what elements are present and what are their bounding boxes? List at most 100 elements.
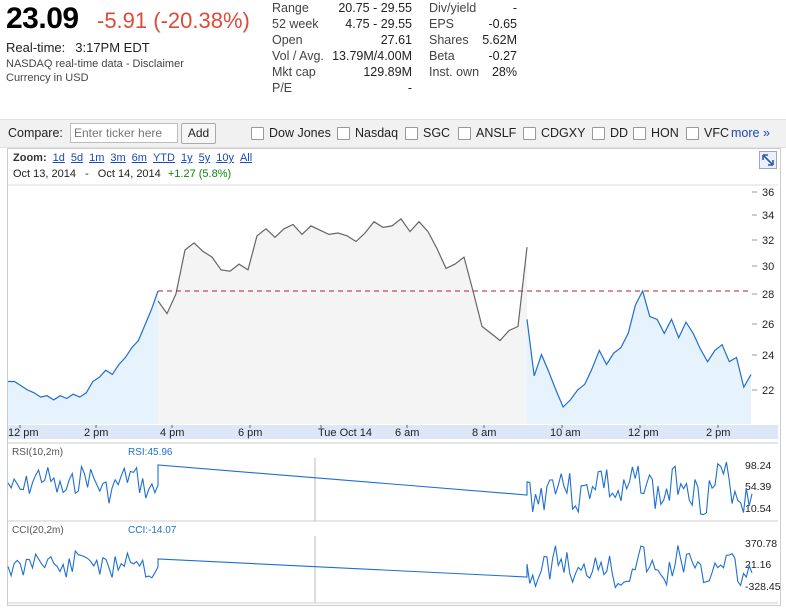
zoom-all[interactable]: All: [239, 152, 253, 164]
expand-chart-button[interactable]: [759, 151, 777, 169]
zoom-10y[interactable]: 10y: [216, 152, 234, 164]
stats-right-row: Shares 5.62M: [429, 33, 517, 49]
rsi-label: RSI(10,2m): [12, 447, 63, 458]
price-change: -5.91 (-20.38%): [97, 8, 250, 33]
zoom-5d[interactable]: 5d: [70, 152, 84, 164]
stat-label: Range: [272, 1, 309, 15]
rsi-line: [7, 461, 753, 516]
zoom-ytd[interactable]: YTD: [152, 152, 175, 164]
stats-left-row: 52 week 4.75 - 29.55: [272, 17, 412, 33]
compare-checkbox-vfc[interactable]: VFC: [686, 123, 729, 143]
stats-left-row: Vol / Avg. 13.79M/4.00M: [272, 49, 412, 65]
compare-checkbox-cdgxy[interactable]: CDGXY: [523, 123, 585, 143]
series-fill-extended: [158, 218, 527, 424]
expand-icon: [762, 154, 774, 166]
time-axis-label: 2 pm: [84, 427, 108, 439]
time-axis-label: 12 pm: [628, 427, 659, 439]
time-axis-label: 10 am: [550, 427, 581, 439]
stat-label: Shares: [429, 33, 469, 47]
add-button[interactable]: Add: [181, 123, 216, 144]
stats-right-row: Inst. own 28%: [429, 65, 517, 81]
chart-frame: [7, 148, 781, 606]
compare-checkbox-sgc[interactable]: SGC: [405, 123, 450, 143]
checkbox-box[interactable]: [251, 126, 264, 140]
checkbox-box[interactable]: [686, 126, 699, 140]
series-fill-regular_oct14: [527, 291, 751, 424]
price-tick-label: 22: [762, 385, 774, 397]
compare-checkbox-nasdaq[interactable]: Nasdaq: [337, 123, 398, 143]
time-axis-label: 8 am: [472, 427, 496, 439]
time-axis-label: 4 pm: [160, 427, 184, 439]
checkbox-label: ANSLF: [476, 126, 517, 140]
compare-checkbox-dd[interactable]: DD: [592, 123, 628, 143]
checkbox-box[interactable]: [592, 126, 605, 140]
range-change: +1.27 (5.8%): [167, 168, 232, 180]
checkbox-label: HON: [651, 126, 679, 140]
compare-label: Compare:: [8, 126, 63, 140]
stat-value: 5.62M: [482, 33, 517, 47]
rsi-tick-label: 98.24: [745, 460, 771, 472]
checkbox-box[interactable]: [458, 126, 471, 140]
price-tick-label: 26: [762, 319, 774, 331]
currency-note: Currency in USD: [6, 72, 89, 84]
checkbox-label: CDGXY: [541, 126, 586, 140]
stat-value: -: [512, 1, 517, 15]
stats-left-row: P/E -: [272, 81, 412, 97]
stat-label: Inst. own: [429, 65, 480, 79]
zoom-1y[interactable]: 1y: [180, 152, 193, 164]
stat-label: 52 week: [272, 17, 319, 31]
rsi-tick-label: 54.39: [745, 481, 771, 493]
realtime-time: 3:17PM EDT: [75, 40, 150, 55]
time-axis-label: 2 pm: [706, 427, 730, 439]
stats-left-row: Range 20.75 - 29.55: [272, 1, 412, 17]
stat-value: 27.61: [380, 33, 412, 47]
compare-checkbox-hon[interactable]: HON: [633, 123, 679, 143]
checkbox-box[interactable]: [633, 126, 646, 140]
cci-tick-label: 21.16: [745, 559, 771, 571]
price-tick-label: 24: [762, 350, 774, 362]
time-axis-label: 6 pm: [238, 427, 262, 439]
series-fill-regular_oct13: [8, 291, 158, 424]
zoom-label: Zoom:: [13, 152, 47, 164]
date-from[interactable]: Oct 13, 2014: [13, 168, 76, 180]
stat-value: 28%: [491, 65, 517, 79]
checkbox-label: SGC: [423, 126, 451, 140]
stat-value: 13.79M/4.00M: [332, 49, 412, 63]
stat-value: 4.75 - 29.55: [345, 17, 412, 31]
data-source-disclaimer[interactable]: NASDAQ real-time data - Disclaimer: [6, 58, 184, 70]
zoom-1m[interactable]: 1m: [89, 152, 105, 164]
compare-checkbox-dow-jones[interactable]: Dow Jones: [251, 123, 331, 143]
checkbox-label: Nasdaq: [355, 126, 399, 140]
zoom-3m[interactable]: 3m: [110, 152, 126, 164]
zoom-1d[interactable]: 1d: [52, 152, 65, 164]
checkbox-box[interactable]: [337, 126, 350, 140]
stat-label: P/E: [272, 81, 293, 95]
stats-left-row: Open 27.61: [272, 33, 412, 49]
checkbox-box[interactable]: [405, 126, 418, 140]
realtime-label: Real-time:: [6, 40, 66, 55]
realtime-info: Real-time: 3:17PM EDT: [6, 40, 150, 55]
stat-value: -0.65: [488, 17, 518, 31]
zoom-bar: Zoom: 1d 5d 1m 3m 6m YTD 1y 5y 10y All: [13, 152, 258, 164]
checkbox-label: Dow Jones: [269, 126, 331, 140]
stats-right-row: EPS -0.65: [429, 17, 517, 33]
stats-table-left: Range 20.75 - 29.55 52 week 4.75 - 29.55 Ope…: [272, 1, 412, 97]
stat-value: -0.27: [488, 49, 518, 63]
checkbox-label: DD: [610, 126, 629, 140]
date-to[interactable]: Oct 14, 2014: [97, 168, 161, 180]
stat-value: -: [407, 81, 412, 95]
ticker-input[interactable]: [70, 123, 178, 143]
time-axis-label: 6 am: [395, 427, 419, 439]
compare-checkbox-anslf[interactable]: ANSLF: [458, 123, 516, 143]
zoom-6m[interactable]: 6m: [131, 152, 147, 164]
more-tickers-link[interactable]: more »: [731, 126, 770, 140]
date-sep: -: [85, 168, 89, 180]
zoom-5y[interactable]: 5y: [198, 152, 211, 164]
date-range: Oct 13, 2014 - Oct 14, 2014 +1.27 (5.8%): [13, 168, 231, 180]
checkbox-label: VFC: [704, 126, 729, 140]
checkbox-box[interactable]: [523, 126, 536, 140]
stat-label: Vol / Avg.: [272, 49, 324, 63]
series-line-regular_oct13: [8, 290, 159, 401]
stat-label: EPS: [429, 17, 455, 31]
